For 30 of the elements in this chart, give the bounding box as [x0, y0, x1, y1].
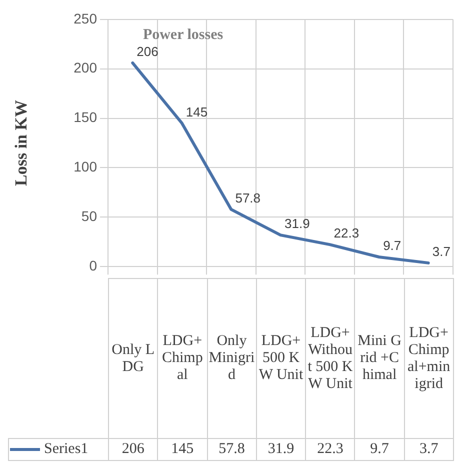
x-tick-label: LDG+ Chimpal [158, 278, 208, 438]
data-label: 31.9 [256, 438, 306, 460]
text: 22.3 [334, 226, 360, 241]
text: 3.7 [432, 244, 450, 260]
y-tick-label: 50 [81, 208, 98, 224]
text: Power losses [142, 26, 224, 43]
text: 31.9 [284, 216, 310, 232]
x-tick-label: LDG+Chimpal+minigrid [404, 278, 454, 438]
y-tick-label: 250 [74, 10, 98, 26]
x-tick-label: Only LDG [108, 278, 158, 438]
data-label: 9.7 [354, 438, 404, 460]
legend-label: Series1 [8, 438, 108, 460]
text: 9.7 [383, 238, 402, 254]
data-label: 22.3 [306, 438, 355, 460]
text: 145 [186, 104, 208, 120]
x-tick-label: Only Minigrid [207, 278, 256, 438]
y-tick-label: 100 [74, 158, 98, 175]
text: 57.8 [235, 190, 261, 206]
y-tick-label: 150 [74, 109, 98, 126]
y-tick-label: 0 [89, 257, 98, 274]
text: 206 [136, 44, 158, 59]
data-label: 145 [158, 438, 208, 460]
x-tick-label: LDG+ Without 500 KW Unit [306, 278, 355, 438]
y-tick-label: 200 [74, 60, 98, 76]
y-axis-title: Loss in KW [12, 100, 31, 186]
x-tick-label: LDG+ 500 KW Unit [256, 278, 306, 438]
data-label: 206 [108, 438, 158, 460]
x-tick-label: Mini Grid +Chimal [354, 278, 404, 438]
data-label: 57.8 [207, 438, 256, 460]
data-label: 3.7 [404, 438, 454, 460]
